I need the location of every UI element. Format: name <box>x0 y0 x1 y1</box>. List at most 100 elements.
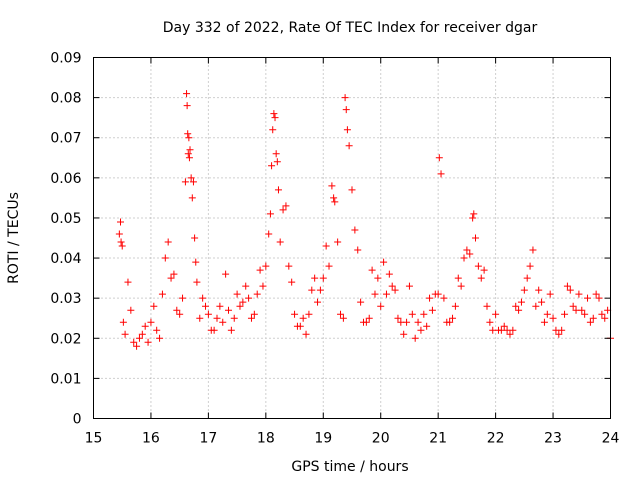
chart-title: Day 332 of 2022, Rate Of TEC Index for r… <box>163 20 538 36</box>
data-point <box>581 310 589 318</box>
data-point <box>233 290 241 298</box>
data-point <box>426 294 434 302</box>
data-point <box>509 326 517 334</box>
data-point <box>187 174 195 182</box>
data-point <box>423 322 431 330</box>
data-point <box>247 314 255 322</box>
data-point <box>253 290 261 298</box>
data-point <box>222 270 230 278</box>
data-point <box>236 302 244 310</box>
data-point <box>144 338 152 346</box>
data-point <box>512 302 520 310</box>
x-axis-label: GPS time / hours <box>291 459 408 475</box>
data-point <box>435 154 443 162</box>
data-point <box>183 90 191 98</box>
data-point <box>210 326 218 334</box>
data-point <box>428 306 436 314</box>
data-point <box>437 170 445 178</box>
data-point <box>472 234 480 242</box>
data-point <box>191 234 199 242</box>
data-point <box>584 294 592 302</box>
data-point <box>239 298 247 306</box>
data-point <box>192 258 200 266</box>
data-point <box>202 302 210 310</box>
y-tick-label: 0.05 <box>50 211 81 227</box>
data-point <box>189 178 197 186</box>
data-point <box>319 274 327 282</box>
data-point <box>492 310 500 318</box>
data-point <box>116 218 124 226</box>
data-point <box>385 270 393 278</box>
data-point <box>403 318 411 326</box>
data-point <box>563 282 571 290</box>
data-point <box>466 250 474 258</box>
data-point <box>147 318 155 326</box>
data-point <box>449 314 457 322</box>
data-point <box>330 194 338 202</box>
data-point <box>382 290 390 298</box>
data-point <box>115 230 123 238</box>
data-point <box>181 178 189 186</box>
data-point <box>158 290 166 298</box>
data-point <box>302 330 310 338</box>
data-point <box>216 302 224 310</box>
data-point <box>273 158 281 166</box>
plot-frame <box>93 57 611 419</box>
y-tick-label: 0.08 <box>50 91 81 107</box>
data-point <box>405 282 413 290</box>
data-point <box>186 146 194 154</box>
data-point <box>185 154 193 162</box>
data-point <box>138 330 146 338</box>
data-point <box>135 334 143 342</box>
data-point <box>133 342 141 350</box>
x-tick-label: 23 <box>544 431 562 447</box>
data-point <box>265 230 273 238</box>
data-point <box>538 298 546 306</box>
x-tick-label: 15 <box>85 431 103 447</box>
data-point <box>357 298 365 306</box>
data-point <box>351 226 359 234</box>
data-point <box>434 290 442 298</box>
data-point <box>578 306 586 314</box>
y-tick-labels: 0 0.01 0.02 0.03 0.04 0.05 0.06 0.07 0.08 0.09 <box>50 51 81 428</box>
data-point <box>526 262 534 270</box>
data-points <box>115 90 614 350</box>
data-point <box>242 282 250 290</box>
data-point <box>535 286 543 294</box>
data-point <box>316 286 324 294</box>
x-tick-label: 16 <box>142 431 160 447</box>
data-point <box>374 274 382 282</box>
data-point <box>196 314 204 322</box>
data-point <box>274 186 282 194</box>
x-tick-label: 19 <box>314 431 332 447</box>
x-tick-label: 18 <box>257 431 275 447</box>
data-point <box>506 330 514 338</box>
data-point <box>282 202 290 210</box>
x-tick-label: 22 <box>487 431 505 447</box>
data-point <box>523 274 531 282</box>
data-point <box>325 262 333 270</box>
data-point <box>558 326 566 334</box>
data-point <box>589 314 597 322</box>
data-point <box>483 302 491 310</box>
data-point <box>276 238 284 246</box>
data-point <box>266 210 274 218</box>
data-point <box>604 306 612 314</box>
data-point <box>454 274 462 282</box>
data-point <box>173 306 181 314</box>
data-point <box>601 314 609 322</box>
data-point <box>345 142 353 150</box>
data-point <box>117 238 125 246</box>
data-point <box>141 322 149 330</box>
data-point <box>343 126 351 134</box>
data-point <box>183 102 191 110</box>
data-point <box>411 334 419 342</box>
data-point <box>598 310 606 318</box>
data-point <box>230 314 238 322</box>
data-point <box>227 326 235 334</box>
data-point <box>271 114 279 122</box>
grid <box>93 57 611 419</box>
x-tick-label: 17 <box>199 431 217 447</box>
data-point <box>213 314 221 322</box>
